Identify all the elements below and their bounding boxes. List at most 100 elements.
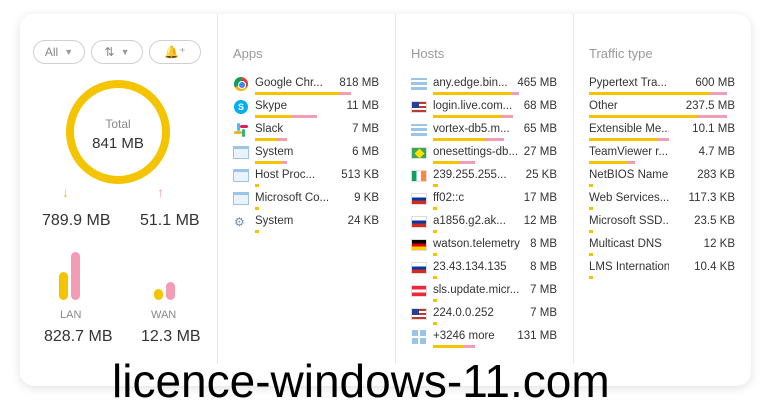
slack-icon — [233, 122, 249, 137]
hosts-row[interactable]: login.live.com... 68 MB — [411, 98, 557, 121]
skype-icon: S — [233, 99, 249, 114]
apps-row[interactable]: Host Proc... 513 KB — [233, 167, 379, 190]
hosts-row-size: 8 MB — [530, 261, 557, 273]
add-alert-button[interactable]: 🔔⁺ — [149, 40, 201, 64]
apps-row[interactable]: S Skype 11 MB — [233, 98, 379, 121]
upload-arrow-icon: ↑ — [157, 184, 164, 200]
usage-bar — [433, 184, 438, 187]
lan-download-bar — [59, 272, 68, 300]
summary-panel: All ▼ ⇅ ▼ 🔔⁺ Total 841 MB ↓ ↑ 789.9 MB 5… — [20, 14, 216, 386]
download-bar-segment — [589, 138, 658, 141]
traffic-row[interactable]: Web Services... 117.3 KB — [589, 190, 735, 213]
hosts-row-name: ff02::c — [433, 192, 465, 204]
hosts-row-name: 239.255.255... — [433, 169, 507, 181]
traffic-row[interactable]: LMS Internation... 10.4 KB — [589, 259, 735, 282]
traffic-column: Traffic type Pypertext Tra... 600 MB Other… — [573, 14, 751, 364]
sort-dropdown[interactable]: ⇅ ▼ — [91, 40, 143, 64]
traffic-row[interactable]: Pypertext Tra... 600 MB — [589, 75, 735, 98]
upload-bar-segment — [277, 138, 287, 141]
traffic-row[interactable]: Extensible Me... 10.1 MB — [589, 121, 735, 144]
download-value: 789.9 MB — [42, 212, 111, 229]
upload-bar-segment — [292, 115, 317, 118]
hosts-row[interactable]: vortex-db5.m... 65 MB — [411, 121, 557, 144]
apps-row[interactable]: Google Chr... 818 MB — [233, 75, 379, 98]
traffic-row-name: TeamViewer r... — [589, 146, 669, 158]
download-arrow-icon: ↓ — [62, 184, 69, 200]
wan-upload-bar — [166, 282, 175, 300]
apps-row-name: Slack — [255, 123, 284, 135]
upload-value: 51.1 MB — [140, 212, 200, 229]
flag-de-icon — [411, 238, 427, 251]
upload-bar-segment — [658, 138, 669, 141]
traffic-row-size: 600 MB — [695, 77, 735, 89]
traffic-row[interactable]: NetBIOS Name... 283 KB — [589, 167, 735, 190]
usage-bar — [433, 253, 437, 256]
upload-bar-segment — [710, 92, 727, 95]
traffic-row-size: 4.7 MB — [698, 146, 735, 158]
traffic-row-name: Microsoft SSD... — [589, 215, 669, 227]
hosts-row-size: 8 MB — [530, 238, 557, 250]
traffic-row[interactable]: Multicast DNS 12 KB — [589, 236, 735, 259]
hosts-row[interactable]: 224.0.0.252 7 MB — [411, 305, 557, 328]
usage-bar — [589, 276, 593, 279]
hosts-row[interactable]: sls.update.micr... 7 MB — [411, 282, 557, 305]
hosts-row[interactable]: 239.255.255... 25 KB — [411, 167, 557, 190]
chrome-icon — [233, 76, 249, 91]
filter-all-dropdown[interactable]: All ▼ — [33, 40, 85, 64]
hosts-row[interactable]: a1856.g2.ak... 12 MB — [411, 213, 557, 236]
filter-bar: All ▼ ⇅ ▼ 🔔⁺ — [33, 40, 201, 64]
total-value: 841 MB — [92, 134, 144, 152]
apps-row-size: 818 MB — [339, 77, 379, 89]
download-bar-segment — [589, 92, 710, 95]
download-bar-segment — [433, 230, 437, 233]
download-bar-segment — [255, 115, 292, 118]
traffic-row-name: Pypertext Tra... — [589, 77, 667, 89]
traffic-row-size: 117.3 KB — [688, 192, 735, 204]
apps-row[interactable]: Slack 7 MB — [233, 121, 379, 144]
hosts-title: Hosts — [411, 46, 445, 61]
hosts-row-size: 68 MB — [523, 100, 557, 112]
traffic-row[interactable]: Other 237.5 MB — [589, 98, 735, 121]
usage-bar — [433, 322, 437, 325]
hosts-row[interactable]: watson.telemetry 8 MB — [411, 236, 557, 259]
traffic-row[interactable]: TeamViewer r... 4.7 MB — [589, 144, 735, 167]
hosts-row[interactable]: +3246 more 131 MB — [411, 328, 557, 351]
usage-bar — [589, 138, 669, 141]
window-icon — [233, 192, 249, 205]
apps-row[interactable]: System 6 MB — [233, 144, 379, 167]
server-icon — [411, 123, 427, 136]
hosts-row-size: 65 MB — [523, 123, 557, 135]
flag-us-icon — [411, 307, 427, 320]
apps-row-size: 6 MB — [352, 146, 379, 158]
download-bar-segment — [589, 276, 593, 279]
hosts-row[interactable]: any.edge.bin... 465 MB — [411, 75, 557, 98]
download-bar-segment — [255, 230, 259, 233]
hosts-row[interactable]: 23.43.134.135 8 MB — [411, 259, 557, 282]
apps-row-name: System — [255, 146, 294, 158]
hosts-row-size: 12 MB — [523, 215, 557, 227]
hosts-row[interactable]: ff02::c 17 MB — [411, 190, 557, 213]
hosts-row[interactable]: onesettings-db... 27 MB — [411, 144, 557, 167]
hosts-row-size: 17 MB — [523, 192, 557, 204]
upload-bar-segment — [339, 92, 351, 95]
flag-ru-icon — [411, 215, 427, 228]
watermark-text: licence-windows-11.com — [112, 355, 610, 407]
apps-row[interactable]: ⚙ System 24 KB — [233, 213, 379, 236]
apps-row[interactable]: Microsoft Co... 9 KB — [233, 190, 379, 213]
download-bar-segment — [589, 184, 593, 187]
traffic-row[interactable]: Microsoft SSD... 23.5 KB — [589, 213, 735, 236]
window-icon — [233, 169, 249, 182]
traffic-row-name: LMS Internation... — [589, 261, 669, 273]
usage-bar — [589, 230, 593, 233]
usage-bar — [433, 161, 475, 164]
traffic-row-size: 12 KB — [703, 238, 735, 250]
server-icon — [411, 77, 427, 90]
hosts-row-size: 131 MB — [517, 330, 557, 342]
hosts-row-name: any.edge.bin... — [433, 77, 508, 89]
apps-row-size: 513 KB — [341, 169, 379, 181]
hosts-row-name: watson.telemetry — [433, 238, 520, 250]
usage-bar — [255, 161, 287, 164]
hosts-row-size: 25 KB — [525, 169, 557, 181]
usage-bar — [255, 92, 351, 95]
usage-bar — [589, 253, 593, 256]
